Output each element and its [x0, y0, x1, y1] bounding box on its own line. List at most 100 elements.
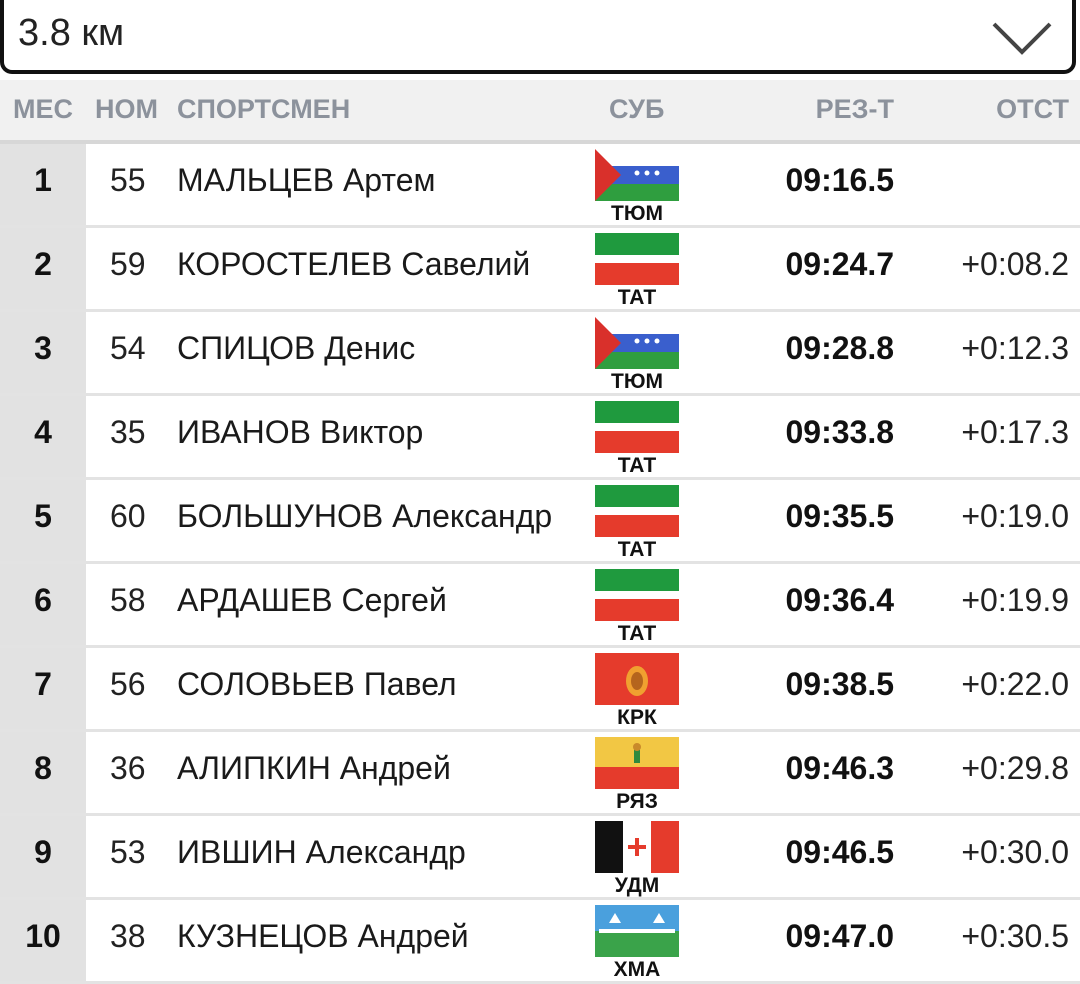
result-row[interactable]: 9 53 ИВШИН Александр УДМ 09:46.5 +0:30.0: [0, 816, 1080, 900]
place-cell: [0, 228, 86, 309]
time-gap: +0:19.9: [961, 582, 1069, 618]
bib-number: 60: [110, 498, 146, 534]
bib-number: 55: [110, 162, 146, 198]
athlete-name[interactable]: ИВШИН Александр: [177, 834, 466, 870]
bib-number: 35: [110, 414, 146, 450]
athlete-name[interactable]: МАЛЬЦЕВ Артем: [177, 162, 436, 198]
result-time: 09:47.0: [785, 918, 894, 954]
time-gap: +0:17.3: [961, 414, 1069, 450]
result-time: 09:16.5: [785, 162, 894, 198]
place-cell: [0, 396, 86, 477]
place-cell: [0, 648, 86, 729]
region-code: РЯЗ: [616, 790, 658, 813]
region-code: ТЮМ: [611, 370, 663, 393]
column-bib[interactable]: НОМ: [95, 94, 158, 124]
place: 3: [34, 330, 52, 366]
place-cell: [0, 900, 86, 981]
athlete-name[interactable]: СОЛОВЬЕВ Павел: [177, 666, 457, 702]
athlete-name[interactable]: ИВАНОВ Виктор: [177, 414, 424, 450]
region-code: ТАТ: [617, 454, 657, 477]
result-row[interactable]: 5 60 БОЛЬШУНОВ Александр ТАТ 09:35.5 +0:19.0: [0, 480, 1080, 564]
region-code: ТАТ: [617, 286, 657, 309]
ryazan-flag: [595, 737, 679, 789]
result-row[interactable]: 2 59 КОРОСТЕЛЕВ Савелий ТАТ 09:24.7 +0:08.2: [0, 228, 1080, 312]
place: 7: [34, 666, 52, 702]
bib-number: 38: [110, 918, 146, 954]
result-time: 09:46.3: [785, 750, 894, 786]
result-time: 09:33.8: [785, 414, 894, 450]
result-row[interactable]: 4 35 ИВАНОВ Виктор ТАТ 09:33.8 +0:17.3: [0, 396, 1080, 480]
place: 5: [34, 498, 52, 534]
result-row[interactable]: 7 56 СОЛОВЬЕВ Павел КРК 09:38.5 +0:22.0: [0, 648, 1080, 732]
result-row[interactable]: 3 54 СПИЦОВ Денис ТЮМ 09:28.8 +0:12.3: [0, 312, 1080, 396]
result-row[interactable]: 10 38 КУЗНЕЦОВ Андрей ХМА 09:47.0 +0:30.5: [0, 900, 1080, 984]
column-place[interactable]: МЕС: [13, 94, 73, 124]
bib-number: 53: [110, 834, 146, 870]
athlete-name[interactable]: БОЛЬШУНОВ Александр: [177, 498, 553, 534]
place-cell: [0, 480, 86, 561]
khmao-flag: [595, 905, 679, 957]
result-time: 09:24.7: [785, 246, 894, 282]
athlete-name[interactable]: КОРОСТЕЛЕВ Савелий: [177, 246, 531, 282]
athlete-name[interactable]: АРДАШЕВ Сергей: [177, 582, 447, 618]
time-gap: +0:30.0: [961, 834, 1069, 870]
place: 1: [34, 162, 52, 198]
column-result[interactable]: РЕЗ-Т: [815, 94, 894, 124]
place: 9: [34, 834, 52, 870]
tyumen-flag: [595, 317, 679, 369]
time-gap: +0:08.2: [961, 246, 1069, 282]
tatarstan-flag: [595, 233, 679, 285]
region-code: КРК: [617, 706, 657, 729]
results-table-header: МЕС НОМ СПОРТСМЕН СУБ РЕЗ-Т ОТСТ: [0, 80, 1080, 144]
time-gap: +0:12.3: [961, 330, 1069, 366]
chevron-down-icon[interactable]: [992, 20, 1052, 56]
place: 10: [25, 918, 61, 954]
distance-value: 3.8 км: [18, 12, 125, 54]
place-cell: [0, 312, 86, 393]
place-cell: [0, 816, 86, 897]
bib-number: 56: [110, 666, 146, 702]
tatarstan-flag: [595, 569, 679, 621]
result-row[interactable]: 6 58 АРДАШЕВ Сергей ТАТ 09:36.4 +0:19.9: [0, 564, 1080, 648]
time-gap: +0:29.8: [961, 750, 1069, 786]
place: 6: [34, 582, 52, 618]
region-code: ХМА: [613, 958, 661, 981]
athlete-name[interactable]: АЛИПКИН Андрей: [177, 750, 451, 786]
time-gap: +0:19.0: [961, 498, 1069, 534]
column-athlete[interactable]: СПОРТСМЕН: [177, 94, 351, 124]
tatarstan-flag: [595, 401, 679, 453]
result-time: 09:35.5: [785, 498, 894, 534]
result-time: 09:28.8: [785, 330, 894, 366]
bib-number: 36: [110, 750, 146, 786]
result-time: 09:38.5: [785, 666, 894, 702]
place: 2: [34, 246, 52, 282]
column-region[interactable]: СУБ: [609, 94, 665, 124]
bib-number: 54: [110, 330, 146, 366]
place-cell: [0, 732, 86, 813]
result-row[interactable]: 1 55 МАЛЬЦЕВ Артем ТЮМ 09:16.5: [0, 144, 1080, 228]
region-code: УДМ: [614, 874, 660, 897]
place: 4: [34, 414, 52, 450]
place-cell: [0, 564, 86, 645]
udmurtia-flag: [595, 821, 679, 873]
region-code: ТЮМ: [611, 202, 663, 225]
tatarstan-flag: [595, 485, 679, 537]
region-code: ТАТ: [617, 538, 657, 561]
place-cell: [0, 144, 86, 225]
results-table-body: 1 55 МАЛЬЦЕВ Артем ТЮМ 09:16.5 2 59 КОРОСТЕЛЕВ …: [0, 144, 1080, 984]
column-gap[interactable]: ОТСТ: [996, 94, 1069, 124]
bib-number: 59: [110, 246, 146, 282]
time-gap: +0:30.5: [961, 918, 1069, 954]
distance-dropdown[interactable]: 3.8 км: [0, 0, 1076, 74]
result-time: 09:46.5: [785, 834, 894, 870]
athlete-name[interactable]: КУЗНЕЦОВ Андрей: [177, 918, 469, 954]
region-code: ТАТ: [617, 622, 657, 645]
result-row[interactable]: 8 36 АЛИПКИН Андрей РЯЗ 09:46.3 +0:29.8: [0, 732, 1080, 816]
place: 8: [34, 750, 52, 786]
athlete-name[interactable]: СПИЦОВ Денис: [177, 330, 416, 366]
tyumen-flag: [595, 149, 679, 201]
krasnoyarsk-flag: [595, 653, 679, 705]
result-time: 09:36.4: [785, 582, 894, 618]
bib-number: 58: [110, 582, 146, 618]
time-gap: +0:22.0: [961, 666, 1069, 702]
